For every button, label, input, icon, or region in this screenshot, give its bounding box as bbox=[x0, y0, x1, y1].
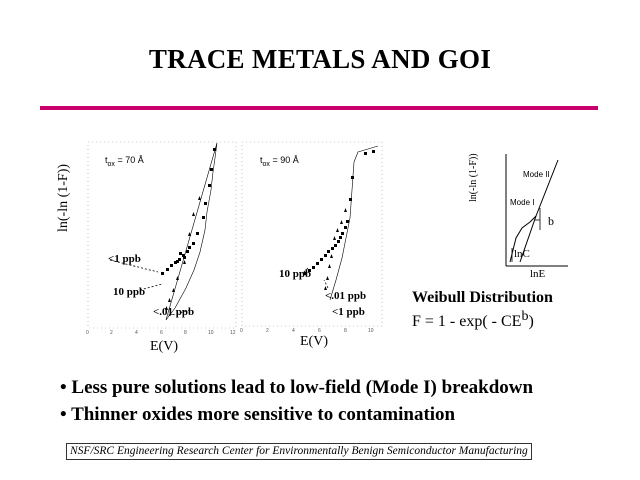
weibull-equation-exponent: b bbox=[521, 309, 529, 324]
middle-label-1ppb: <1 ppb bbox=[332, 306, 365, 318]
middle-data-points bbox=[304, 150, 375, 290]
svg-text:4: 4 bbox=[292, 328, 295, 334]
bullet-list: Less pure solutions lead to low-field (M… bbox=[60, 374, 533, 428]
svg-text:12: 12 bbox=[230, 330, 236, 336]
weibull-x-axis-label: lnE bbox=[530, 268, 546, 280]
svg-text:2: 2 bbox=[266, 328, 269, 334]
svg-text:8: 8 bbox=[184, 330, 187, 336]
svg-text:6: 6 bbox=[160, 330, 163, 336]
svg-text:8: 8 bbox=[344, 328, 347, 334]
weibull-slope-label: b bbox=[548, 214, 554, 228]
left-plot-svg: 0 2 4 6 8 10 12 bbox=[86, 141, 237, 336]
weibull-schematic: ln(-ln (1-F)) Mode II Mode I b lnC lnE bbox=[468, 150, 568, 280]
svg-text:0: 0 bbox=[86, 330, 89, 336]
weibull-equation: F = 1 - exp( - CEb) bbox=[412, 309, 534, 331]
weibull-y-axis-label: ln(-ln (1-F)) bbox=[468, 153, 479, 202]
left-label-10ppb: 10 ppb bbox=[113, 286, 146, 298]
svg-text:4: 4 bbox=[135, 330, 138, 336]
bullet-item: Less pure solutions lead to low-field (M… bbox=[60, 374, 533, 401]
weibull-mode2-label: Mode II bbox=[523, 170, 550, 179]
svg-text:0: 0 bbox=[240, 328, 243, 334]
left-label-1ppb: <1 ppb bbox=[108, 253, 141, 265]
weibull-title: Weibull Distribution bbox=[412, 289, 553, 306]
slide-title: TRACE METALS AND GOI bbox=[148, 44, 492, 74]
left-tox-label: tox = 70 Å bbox=[105, 155, 144, 168]
middle-tox-label: tox = 90 Å bbox=[260, 155, 299, 168]
left-y-axis-label: ln(-ln (1-F)) bbox=[56, 163, 72, 233]
svg-text:10: 10 bbox=[368, 328, 374, 334]
weibull-equation-main: F = 1 - exp( - CE bbox=[412, 313, 522, 330]
svg-text:2: 2 bbox=[110, 330, 113, 336]
left-breakdown-plot: 0 2 4 6 8 10 12 tox = 70 Å <1 ppb 10 ppb <.01… bbox=[80, 140, 240, 340]
svg-text:6: 6 bbox=[318, 328, 321, 334]
middle-x-axis-label: E(V) bbox=[300, 334, 328, 349]
middle-breakdown-plot: 0 2 4 6 8 10 tox = 90 Å 10 ppb <.01 ppb <1 p… bbox=[238, 140, 388, 335]
bullet-item: Thinner oxides more sensitive to contami… bbox=[60, 401, 533, 428]
weibull-mode1-label: Mode I bbox=[510, 198, 535, 207]
middle-label-10ppb: 10 ppb bbox=[279, 268, 312, 280]
weibull-svg bbox=[505, 154, 568, 267]
title-divider bbox=[40, 106, 598, 110]
weibull-intercept-label: lnC bbox=[514, 248, 530, 260]
left-x-axis-label: E(V) bbox=[150, 339, 178, 354]
footer-credit: NSF/SRC Engineering Research Center for … bbox=[66, 443, 532, 460]
weibull-equation-close: ) bbox=[528, 313, 534, 330]
middle-label-001ppb: <.01 ppb bbox=[325, 290, 367, 302]
svg-text:10: 10 bbox=[208, 330, 214, 336]
left-label-001ppb: <.01 ppb bbox=[153, 306, 195, 318]
middle-plot-svg: 0 2 4 6 8 10 bbox=[240, 141, 383, 334]
left-data-points bbox=[161, 148, 216, 310]
